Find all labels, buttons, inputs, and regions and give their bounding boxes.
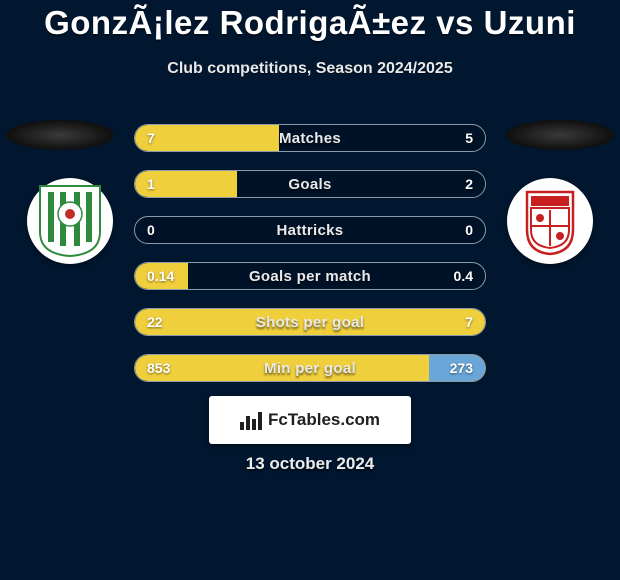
- stat-label: Hattricks: [135, 217, 485, 243]
- club-badge-left: [27, 178, 113, 264]
- stat-row-spg: 22 Shots per goal 7: [134, 308, 486, 336]
- stat-label: Min per goal: [135, 355, 485, 381]
- stat-value-right: 5: [465, 125, 473, 151]
- flag-left: [6, 120, 114, 150]
- stat-row-hattricks: 0 Hattricks 0: [134, 216, 486, 244]
- stat-value-right: 0.4: [454, 263, 473, 289]
- stat-value-right: 273: [450, 355, 473, 381]
- brand-text: FcTables.com: [268, 410, 380, 430]
- stat-value-right: 0: [465, 217, 473, 243]
- stat-label: Matches: [135, 125, 485, 151]
- stat-value-right: 2: [465, 171, 473, 197]
- subtitle: Club competitions, Season 2024/2025: [0, 60, 620, 78]
- stat-label: Shots per goal: [135, 309, 485, 335]
- brand-chart-icon: [240, 410, 262, 430]
- crest-cordoba-icon: [38, 184, 102, 258]
- stat-row-goals: 1 Goals 2: [134, 170, 486, 198]
- stat-row-gpm: 0.14 Goals per match 0.4: [134, 262, 486, 290]
- stat-label: Goals: [135, 171, 485, 197]
- brand-badge: FcTables.com: [209, 396, 411, 444]
- club-badge-right: [507, 178, 593, 264]
- stat-row-matches: 7 Matches 5: [134, 124, 486, 152]
- flag-right: [506, 120, 614, 150]
- stats-container: 7 Matches 5 1 Goals 2 0 Hattricks 0 0.14…: [134, 124, 486, 400]
- stat-value-right: 7: [465, 309, 473, 335]
- page-title: GonzÃ¡lez RodrigaÃ±ez vs Uzuni: [0, 0, 620, 42]
- crest-granada-icon: [525, 186, 575, 256]
- date-text: 13 october 2024: [0, 454, 620, 474]
- stat-label: Goals per match: [135, 263, 485, 289]
- stat-row-mpg: 853 Min per goal 273: [134, 354, 486, 382]
